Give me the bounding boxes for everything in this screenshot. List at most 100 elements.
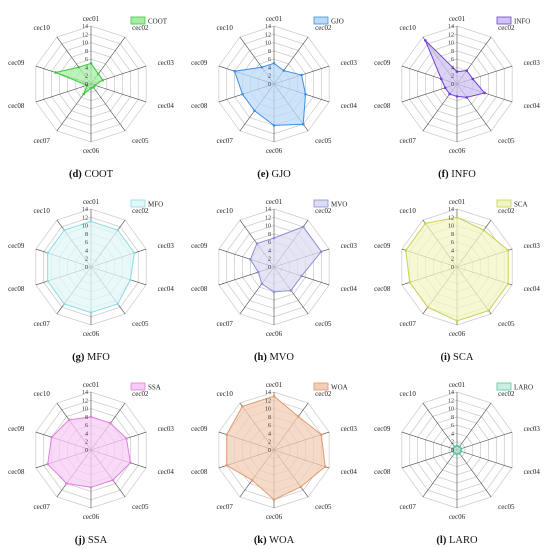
axis-label: cec06 <box>449 330 466 338</box>
data-point <box>225 433 229 436</box>
radial-tick-label: 6 <box>451 57 454 63</box>
radial-tick-label: 0 <box>451 82 454 88</box>
data-point <box>424 39 427 42</box>
axis-label: cec07 <box>34 137 51 145</box>
radial-tick-label: 14 <box>448 390 454 396</box>
axis-label: cec10 <box>34 207 51 215</box>
data-point <box>282 69 286 72</box>
radial-tick-label: 8 <box>85 232 88 238</box>
radial-tick-label: 10 <box>448 224 454 230</box>
data-point <box>125 437 128 440</box>
data-point <box>455 444 459 448</box>
data-point <box>323 465 327 468</box>
data-point <box>453 445 456 448</box>
panel-caption: (e) GJO <box>257 169 291 180</box>
panel-name: MFO <box>84 352 110 363</box>
axis-label: cec05 <box>498 320 515 328</box>
radial-tick-label: 12 <box>265 398 271 404</box>
axis-label: cec09 <box>191 59 208 67</box>
radial-tick-label: 4 <box>268 431 271 437</box>
data-point <box>506 249 510 252</box>
axis-label: cec06 <box>266 513 283 521</box>
data-point <box>455 95 459 98</box>
panel-letter: (i) <box>441 352 451 363</box>
data-point <box>129 461 132 465</box>
axis-label: cec07 <box>34 320 51 328</box>
axis-label: cec08 <box>374 102 391 110</box>
radial-tick-label: 6 <box>268 57 271 63</box>
axis-label: cec05 <box>498 503 515 511</box>
data-point <box>453 452 456 455</box>
axis-label: cec06 <box>266 147 283 155</box>
data-point <box>85 83 89 87</box>
axis-label: cec01 <box>266 15 283 23</box>
data-point <box>451 449 455 453</box>
radial-tick-label: 2 <box>85 74 88 80</box>
data-point <box>241 92 244 96</box>
legend-swatch <box>130 382 146 391</box>
legend-swatch <box>313 382 329 391</box>
panel-name: MVO <box>267 352 295 363</box>
panel-name: SCA <box>450 352 473 363</box>
radial-tick-label: 14 <box>265 24 271 30</box>
data-point <box>272 290 276 294</box>
axis-label: cec01 <box>449 198 466 206</box>
data-point <box>506 282 510 285</box>
radial-tick-label: 14 <box>448 24 454 30</box>
data-point <box>458 445 461 448</box>
panel-name: INFO <box>449 169 477 180</box>
data-point <box>241 405 244 408</box>
axis-label: cec06 <box>83 147 100 155</box>
data-point <box>301 122 305 126</box>
radial-tick-label: 12 <box>448 215 454 221</box>
panel-letter: (h) <box>254 352 267 363</box>
data-point <box>256 270 260 274</box>
axis-label: cec05 <box>315 320 332 328</box>
axis-label: cec05 <box>132 320 149 328</box>
radial-tick-label: 12 <box>82 215 88 221</box>
axis-label: cec01 <box>266 198 283 206</box>
radial-tick-label: 6 <box>451 423 454 429</box>
data-point <box>260 282 264 286</box>
data-point <box>459 449 463 453</box>
axis-label: cec08 <box>8 285 25 293</box>
data-point <box>304 92 307 96</box>
radial-tick-label: 10 <box>82 407 88 413</box>
axis-label: cec08 <box>374 285 391 293</box>
axis-label: cec08 <box>191 102 208 110</box>
axis-label: cec05 <box>315 137 332 145</box>
data-point <box>272 394 276 398</box>
axis-label: cec02 <box>315 207 332 215</box>
data-point <box>465 69 469 72</box>
radial-tick-label: 2 <box>268 257 271 263</box>
axis-label: cec06 <box>449 513 466 521</box>
radial-tick-label: 2 <box>268 440 271 446</box>
data-point <box>46 251 49 255</box>
radial-tick-label: 0 <box>268 448 271 454</box>
axis-spoke <box>401 431 458 451</box>
legend-swatch <box>496 16 512 25</box>
legend-label: LARO <box>514 384 533 392</box>
data-point <box>260 65 264 69</box>
data-point <box>439 77 443 81</box>
radial-tick-label: 4 <box>85 431 88 437</box>
data-point <box>116 228 120 232</box>
radial-tick-label: 2 <box>451 257 454 263</box>
data-point <box>319 433 323 436</box>
panel-name: COOT <box>82 169 114 180</box>
legend-label: SSA <box>148 384 161 392</box>
axis-label: cec10 <box>400 390 417 398</box>
radial-tick-label: 6 <box>85 423 88 429</box>
radial-tick-label: 6 <box>268 240 271 246</box>
data-point <box>62 302 66 306</box>
radial-tick-label: 6 <box>85 57 88 63</box>
axis-spoke <box>456 449 492 498</box>
data-point <box>448 92 451 96</box>
radial-tick-label: 8 <box>85 415 88 421</box>
radial-tick-label: 0 <box>268 82 271 88</box>
data-point <box>249 258 252 261</box>
radial-tick-label: 14 <box>265 207 271 213</box>
